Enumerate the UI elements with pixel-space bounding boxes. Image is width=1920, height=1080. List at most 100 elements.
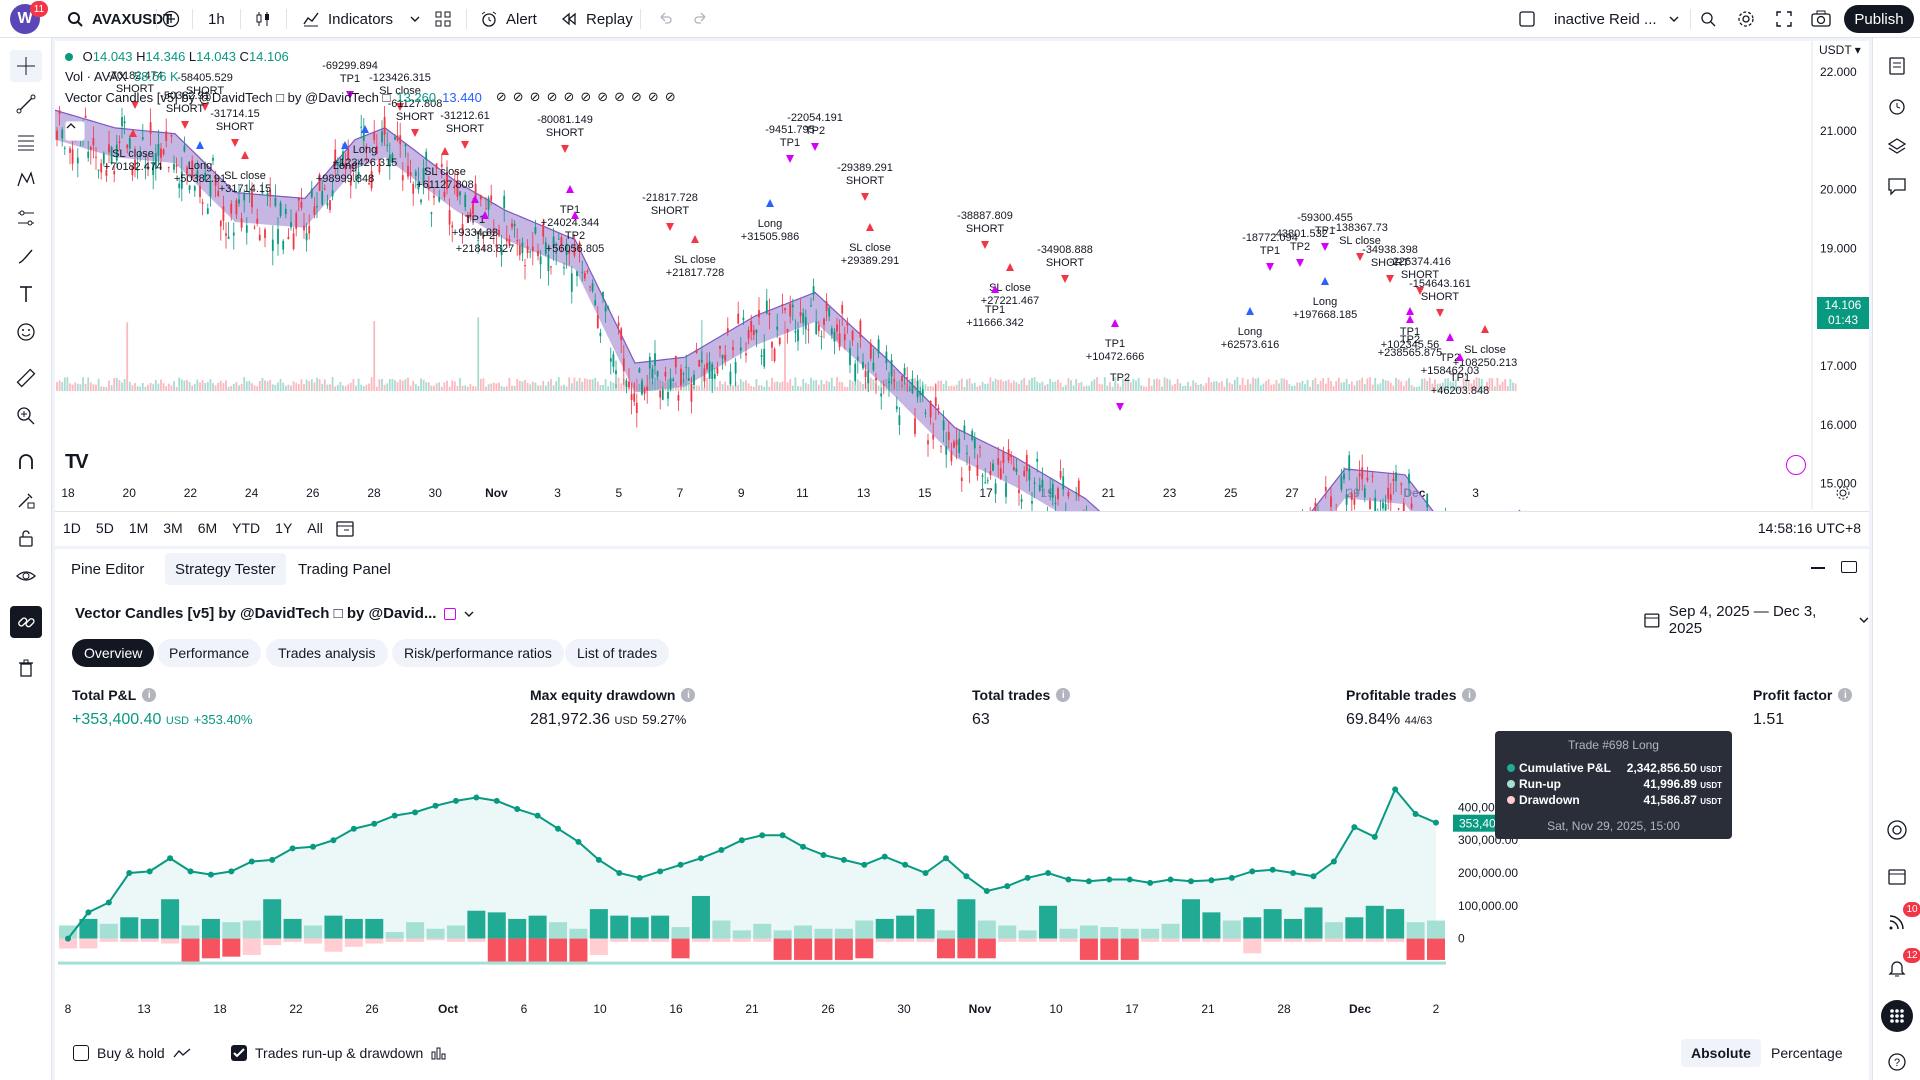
range-button-1m[interactable]: 1M: [128, 520, 149, 536]
equity-chart[interactable]: 400,000.00300,000.00200,000.00100,000.00…: [55, 743, 1869, 1023]
eye-icon[interactable]: [10, 560, 42, 592]
publish-button[interactable]: Publish: [1844, 5, 1914, 33]
subtab-performance[interactable]: Performance: [157, 639, 262, 667]
candle-body: [227, 236, 230, 239]
quick-search-button[interactable]: [1697, 0, 1719, 38]
settings-button[interactable]: [1735, 0, 1757, 38]
apps-grid-icon[interactable]: [1881, 1000, 1913, 1032]
trash-icon[interactable]: [10, 652, 42, 684]
interval-button[interactable]: 1h: [208, 10, 225, 28]
info-icon[interactable]: i: [1462, 688, 1477, 702]
help-icon[interactable]: ?: [1881, 1046, 1913, 1078]
candlestick-canvas[interactable]: 22.00021.00020.00019.00018.00017.00016.0…: [55, 41, 1869, 546]
tradingview-logo-icon[interactable]: TV: [65, 451, 89, 473]
snapshot-button[interactable]: [1810, 0, 1832, 38]
info-icon[interactable]: i: [142, 688, 157, 702]
currency-selector[interactable]: USDT ▾: [1819, 43, 1861, 57]
lock-icon[interactable]: [10, 522, 42, 554]
layers-icon[interactable]: [1881, 130, 1913, 162]
runup-drawdown-toggle[interactable]: Trades run-up & drawdown: [231, 1045, 447, 1061]
fullscreen-button[interactable]: [1773, 0, 1795, 38]
symbol-search[interactable]: AVAXUSDT: [64, 0, 172, 38]
clock[interactable]: 14:58:16 UTC+8: [1757, 520, 1861, 536]
subtab-overview[interactable]: Overview: [72, 639, 155, 667]
info-icon[interactable]: i: [1838, 688, 1853, 702]
ruler-icon[interactable]: [10, 362, 42, 394]
signal-label: TP1: [985, 304, 1005, 316]
magnet-icon[interactable]: [10, 446, 42, 478]
text-icon[interactable]: [10, 278, 42, 310]
info-icon[interactable]: i: [681, 688, 696, 702]
watchlist-icon[interactable]: [1881, 50, 1913, 82]
equity-point: [146, 868, 153, 875]
volume-bar: [357, 378, 360, 391]
bell-icon[interactable]: 12: [1881, 948, 1920, 984]
crosshair-icon[interactable]: [10, 50, 42, 82]
range-button-5d[interactable]: 5D: [95, 520, 114, 536]
collapse-legend-button[interactable]: [65, 121, 85, 141]
minimize-icon[interactable]: [1811, 567, 1825, 569]
volume-bar: [1262, 383, 1265, 391]
range-button-1d[interactable]: 1D: [63, 520, 81, 536]
range-button-ytd[interactable]: YTD: [232, 520, 261, 536]
volume-bar: [186, 379, 188, 391]
forecast-icon[interactable]: [10, 202, 42, 234]
equity-time-tick: Nov: [969, 1002, 992, 1016]
range-button-3m[interactable]: 3M: [163, 520, 183, 536]
emoji-icon[interactable]: [10, 316, 42, 348]
replay-button[interactable]: Replay: [558, 0, 633, 38]
range-button-all[interactable]: All: [307, 520, 323, 536]
pattern-icon[interactable]: [10, 164, 42, 196]
lock-drawing-icon[interactable]: [10, 484, 42, 516]
undo-button[interactable]: [654, 0, 676, 38]
date-range-selector[interactable]: Sep 4, 2025 — Dec 3, 2025: [1643, 603, 1869, 637]
target-icon[interactable]: [1881, 814, 1913, 846]
drawdown-bar: [814, 938, 833, 960]
chat-icon[interactable]: [1881, 170, 1913, 202]
strategy-legend[interactable]: Vector Candles [v5] by @DavidTech □ by @…: [65, 89, 682, 105]
redo-button[interactable]: [690, 0, 712, 38]
volume-bar: [984, 383, 987, 391]
indicators-button[interactable]: Indicators: [300, 0, 393, 38]
subtab-list-of-trades[interactable]: List of trades: [565, 639, 670, 667]
zoom-in-icon[interactable]: [10, 400, 42, 432]
link-icon[interactable]: [10, 606, 42, 638]
tab-pine-editor[interactable]: Pine Editor: [71, 560, 145, 578]
price-chart[interactable]: 22.00021.00020.00019.00018.00017.00016.0…: [55, 41, 1869, 546]
absolute-toggle[interactable]: Absolute: [1681, 1039, 1761, 1067]
maximize-icon[interactable]: [1841, 561, 1857, 573]
checkbox-unchecked[interactable]: [73, 1045, 89, 1061]
brush-icon[interactable]: [10, 240, 42, 272]
subtab-risk-ratios[interactable]: Risk/performance ratios: [392, 639, 564, 667]
indicators-dropdown[interactable]: [404, 0, 426, 38]
candle-body: [823, 318, 825, 325]
layout-switcher[interactable]: inactive Reid ...: [1516, 0, 1685, 38]
buy-hold-toggle[interactable]: Buy & hold: [73, 1045, 191, 1061]
range-button-1y[interactable]: 1Y: [275, 520, 293, 536]
info-icon[interactable]: i: [1056, 688, 1071, 702]
candle-body: [654, 353, 656, 366]
candle-body: [648, 356, 651, 369]
alerts-clock-icon[interactable]: [1881, 90, 1913, 122]
candle-body: [167, 167, 170, 169]
trendline-icon[interactable]: [10, 88, 42, 120]
calendar-icon[interactable]: [1881, 860, 1913, 892]
strategy-bolt-icon[interactable]: [1786, 455, 1806, 475]
compare-button[interactable]: [160, 0, 182, 38]
tab-trading-panel[interactable]: Trading Panel: [298, 560, 391, 578]
ideas-stream-icon[interactable]: 10: [1881, 902, 1920, 938]
range-button-6m[interactable]: 6M: [197, 520, 218, 536]
strategy-selector[interactable]: Vector Candles [v5] by @DavidTech □ by @…: [75, 605, 474, 622]
candle-body: [256, 218, 259, 224]
checkbox-checked[interactable]: [231, 1045, 247, 1061]
subtab-trades-analysis[interactable]: Trades analysis: [266, 639, 388, 667]
volume-bar: [396, 382, 399, 391]
equity-point: [759, 832, 766, 839]
tab-strategy-tester[interactable]: Strategy Tester: [165, 553, 286, 585]
percentage-toggle[interactable]: Percentage: [1771, 1045, 1843, 1061]
candle-body: [859, 320, 862, 338]
fib-retracement-icon[interactable]: [10, 126, 42, 158]
chart-type-button[interactable]: [252, 0, 274, 38]
templates-button[interactable]: [432, 0, 454, 38]
alert-button[interactable]: Alert: [478, 0, 537, 38]
